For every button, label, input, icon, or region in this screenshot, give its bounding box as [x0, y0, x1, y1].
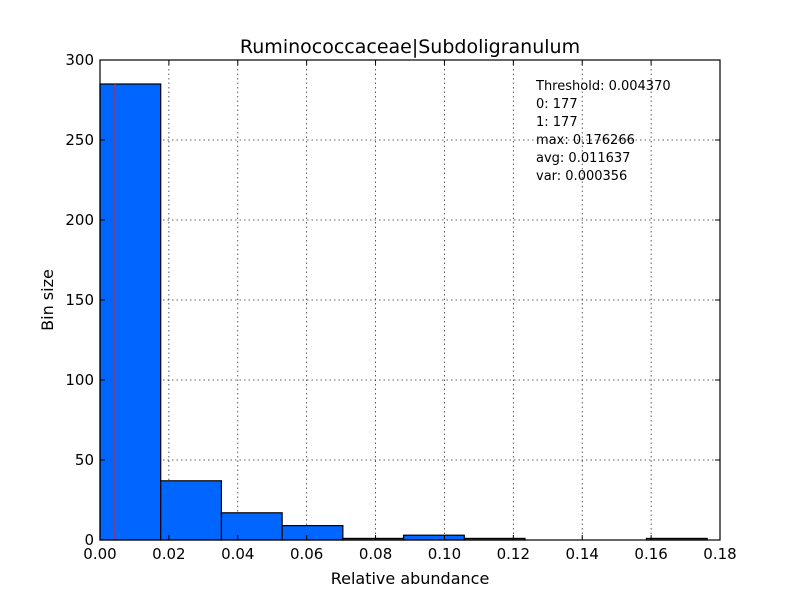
stats-annotation-line: Threshold: 0.004370 [535, 79, 671, 94]
stats-annotation-line: var: 0.000356 [536, 169, 627, 184]
y-tick-label: 100 [65, 371, 94, 389]
histogram-bar [160, 480, 223, 541]
x-tick-label: 0.10 [428, 545, 461, 563]
x-tick-label: 0.02 [152, 545, 185, 563]
histogram-bar [281, 524, 344, 541]
x-tick-label: 0.00 [83, 545, 116, 563]
stats-annotation-line: 0: 177 [536, 97, 578, 112]
y-tick-label: 50 [75, 451, 94, 469]
y-axis-label: Bin size [38, 269, 57, 331]
stats-annotation-line: max: 0.176266 [536, 133, 635, 148]
y-tick-label: 0 [84, 531, 94, 549]
x-tick-label: 0.04 [221, 545, 254, 563]
y-axis: 0 50 100 150 200 250 300 [65, 51, 720, 549]
x-tick-label: 0.16 [634, 545, 667, 563]
histogram-bar [402, 534, 465, 541]
x-axis-label: Relative abundance [331, 569, 490, 588]
bars [99, 83, 708, 541]
y-tick-label: 250 [65, 131, 94, 149]
histogram-bar [99, 83, 162, 541]
chart-title: Ruminococcaceae|Subdoligranulum [240, 36, 580, 58]
stats-annotation-line: 1: 177 [536, 115, 578, 130]
x-tick-label: 0.08 [359, 545, 392, 563]
x-tick-label: 0.14 [566, 545, 599, 563]
x-tick-label: 0.12 [497, 545, 530, 563]
x-tick-label: 0.18 [703, 545, 736, 563]
x-tick-label: 0.06 [290, 545, 323, 563]
y-tick-label: 150 [65, 291, 94, 309]
x-axis: 0.00 0.02 0.04 0.06 0.08 0.10 0.12 0.14 0.16 0.18 [83, 60, 737, 563]
stats-annotation-line: avg: 0.011637 [536, 151, 630, 166]
grid-lines [100, 60, 720, 540]
y-tick-label: 300 [65, 51, 94, 69]
y-tick-label: 200 [65, 211, 94, 229]
stats-annotation: Threshold: 0.004370 0: 177 1: 177 max: 0.17… [535, 79, 671, 184]
histogram-bar [220, 512, 283, 541]
